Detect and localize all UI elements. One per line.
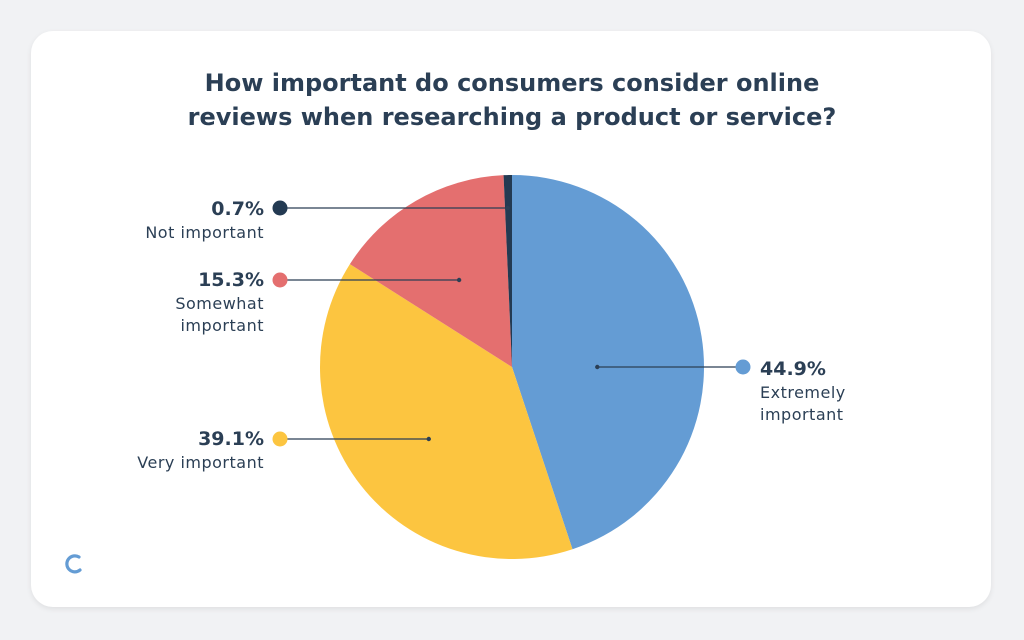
legend-dot-not-important xyxy=(272,200,288,216)
callout-anchor-somewhat-important xyxy=(456,277,462,283)
slice-value-somewhat-important: 15.3% xyxy=(198,269,264,291)
pie-slice-very-important xyxy=(320,264,573,559)
chart-title: How important do consumers consider onli… xyxy=(0,66,1024,134)
chart-title-line-2: reviews when researching a product or se… xyxy=(187,103,837,131)
slice-value-not-important: 0.7% xyxy=(211,198,264,220)
callout-lines xyxy=(272,200,751,447)
callout-anchor-not-important xyxy=(505,205,511,211)
slice-value-very-important: 39.1% xyxy=(198,428,264,450)
slice-label-very-important: Very important xyxy=(137,453,264,472)
pie-slice-extremely-important xyxy=(512,175,705,550)
callout-anchor-very-important xyxy=(426,436,431,442)
slice-label-somewhat-important-line-1: Somewhat xyxy=(175,294,264,313)
slice-value-extremely-important: 44.9% xyxy=(760,358,826,380)
callout-not-important: 0.7% Not important xyxy=(145,196,264,244)
slice-label-somewhat-important-line-2: important xyxy=(180,316,264,335)
slice-label-extremely-important-line-2: important xyxy=(760,405,844,424)
callout-somewhat-important: 15.3% Somewhat important xyxy=(175,267,264,337)
pie-slice-somewhat-important xyxy=(349,175,512,367)
legend-dot-very-important xyxy=(272,431,288,447)
brand-logo-icon xyxy=(65,554,82,574)
slice-label-extremely-important-line-1: Extremely xyxy=(760,383,846,402)
callout-very-important: 39.1% Very important xyxy=(137,426,264,474)
pie-slices xyxy=(320,175,705,559)
callout-extremely-important: 44.9% Extremely important xyxy=(760,356,846,426)
callout-anchor-extremely-important xyxy=(595,364,600,370)
pie-slice-not-important xyxy=(503,175,512,367)
legend-dot-somewhat-important xyxy=(272,272,288,288)
chart-title-line-1: How important do consumers consider onli… xyxy=(204,69,820,97)
legend-dot-extremely-important xyxy=(735,359,751,375)
slice-label-not-important: Not important xyxy=(145,223,264,242)
